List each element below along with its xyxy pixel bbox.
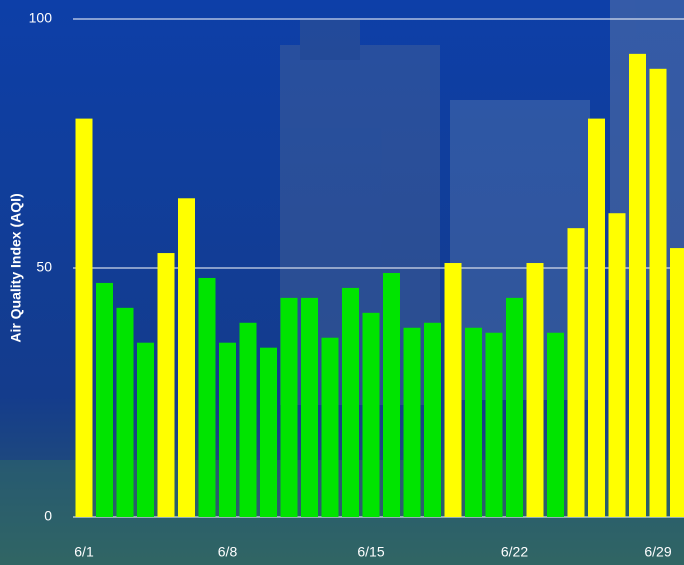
bar [260, 347, 277, 517]
bar [342, 287, 359, 517]
bar [444, 263, 462, 517]
bar [403, 327, 421, 517]
x-tick-label: 6/22 [501, 544, 528, 560]
bar [608, 213, 626, 517]
y-axis-title: Air Quality Index (AQI) [8, 193, 24, 342]
y-tick-label: 50 [36, 259, 52, 275]
bar [219, 342, 236, 517]
bar [383, 272, 400, 517]
bar [485, 332, 503, 517]
bar [75, 118, 93, 517]
y-tick-label: 0 [44, 508, 52, 524]
bar [567, 228, 585, 517]
bar [116, 307, 134, 517]
bar [137, 342, 154, 517]
bar [465, 327, 482, 517]
bar [239, 322, 257, 517]
bar [670, 248, 684, 517]
x-tick-label: 6/1 [74, 544, 94, 560]
bar [588, 118, 605, 517]
bar [280, 297, 298, 517]
bar [547, 332, 564, 517]
bar [157, 253, 175, 517]
bar [526, 263, 544, 517]
y-tick-label: 100 [29, 10, 53, 26]
bar [178, 198, 195, 517]
x-tick-label: 6/15 [357, 544, 384, 560]
bar [96, 282, 113, 517]
x-tick-label: 6/29 [644, 544, 671, 560]
bar [198, 277, 216, 517]
bar [649, 68, 667, 518]
bar [301, 297, 318, 517]
bar [424, 322, 441, 517]
bar [321, 337, 339, 517]
bar [629, 53, 646, 518]
bar [362, 312, 380, 517]
bar [506, 297, 523, 517]
x-tick-label: 6/8 [218, 544, 238, 560]
